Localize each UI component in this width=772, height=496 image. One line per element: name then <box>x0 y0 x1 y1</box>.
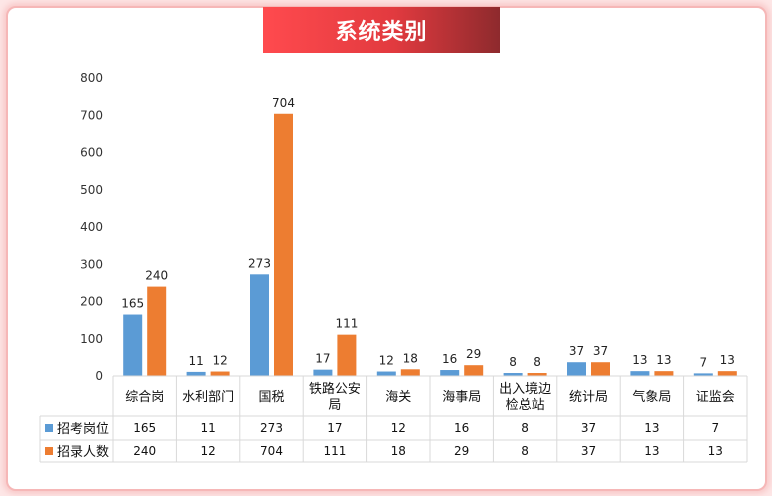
category-label: 证监会 <box>696 390 735 405</box>
bar-hires <box>654 371 674 376</box>
data-label: 704 <box>272 96 295 110</box>
legend-label: 招录人数 <box>57 445 109 460</box>
table-cell: 18 <box>391 444 406 458</box>
data-label: 13 <box>720 353 735 367</box>
table-cell: 37 <box>581 444 596 458</box>
data-label: 8 <box>533 355 541 369</box>
bar-positions <box>186 371 206 376</box>
category-label: 局 <box>328 398 341 413</box>
table-cell: 273 <box>260 421 283 435</box>
category-label: 铁路公安 <box>309 381 361 397</box>
bar-positions <box>123 314 143 376</box>
table-cell: 17 <box>327 421 342 435</box>
legend-swatch <box>45 424 53 432</box>
data-label: 13 <box>656 353 671 367</box>
y-tick-label: 200 <box>80 295 103 309</box>
category-label: 出入境边 <box>499 382 551 397</box>
category-label: 气象局 <box>632 389 671 405</box>
legend-swatch <box>45 447 53 455</box>
bar-hires <box>527 373 547 376</box>
bar-hires <box>591 362 610 376</box>
category-label: 海事局 <box>442 390 481 405</box>
data-label: 13 <box>632 353 647 367</box>
title-banner: 系统类别 <box>263 7 500 53</box>
data-label: 37 <box>569 344 584 358</box>
data-label: 165 <box>121 297 144 311</box>
data-label: 12 <box>212 354 227 368</box>
table-cell: 704 <box>260 444 283 458</box>
table-cell: 8 <box>521 444 529 458</box>
category-label: 水利部门 <box>182 390 234 405</box>
y-axis: 0 100 200 300 400 500 600 700 800 <box>80 71 103 383</box>
bar-hires <box>717 371 737 376</box>
y-tick-label: 300 <box>80 257 103 271</box>
table-cell: 12 <box>391 421 406 435</box>
bar-hires <box>337 334 357 376</box>
table-cell: 165 <box>133 421 156 435</box>
table-cell: 13 <box>708 444 723 458</box>
table-cell: 12 <box>200 444 215 458</box>
chart-title: 系统类别 <box>335 20 428 45</box>
data-label: 17 <box>315 352 330 366</box>
data-label: 18 <box>403 351 418 365</box>
legend-label: 招考岗位 <box>57 422 109 437</box>
table-cell: 13 <box>644 444 659 458</box>
data-label: 240 <box>145 269 168 283</box>
category-label: 统计局 <box>569 390 608 405</box>
table-cell: 8 <box>521 421 529 435</box>
table-cell: 37 <box>581 421 596 435</box>
data-label: 8 <box>509 355 517 369</box>
table-cell: 7 <box>711 421 719 435</box>
bar-positions <box>440 370 460 376</box>
data-label: 273 <box>248 256 271 270</box>
category-label: 综合岗 <box>125 390 164 405</box>
data-label: 16 <box>442 352 457 366</box>
bar-positions <box>567 362 586 376</box>
y-tick-label: 400 <box>80 220 103 234</box>
bar-positions <box>313 369 333 376</box>
data-label: 37 <box>593 344 608 358</box>
y-tick-label: 500 <box>80 183 103 197</box>
bar-positions <box>503 373 523 376</box>
table-cell: 11 <box>200 421 215 435</box>
y-tick-label: 700 <box>80 108 103 122</box>
y-tick-label: 0 <box>95 369 103 383</box>
category-label: 海关 <box>385 390 411 405</box>
bar-hires <box>147 286 167 376</box>
data-label: 12 <box>379 354 394 368</box>
data-label: 29 <box>466 347 481 361</box>
data-label: 7 <box>699 355 707 369</box>
chart-frame <box>6 6 767 491</box>
bar-hires <box>274 113 293 376</box>
bar-hires <box>464 365 484 376</box>
bar-positions <box>693 373 713 376</box>
bar-hires <box>210 371 230 376</box>
bar-hires <box>400 369 420 376</box>
data-label: 11 <box>188 354 203 368</box>
bar-positions <box>250 274 269 376</box>
table-cell: 13 <box>644 421 659 435</box>
category-label: 国税 <box>258 390 284 405</box>
table-cell: 29 <box>454 444 469 458</box>
y-tick-label: 600 <box>80 146 103 160</box>
y-tick-label: 800 <box>80 71 103 85</box>
y-tick-label: 100 <box>80 332 103 346</box>
bar-positions <box>630 371 650 376</box>
table-cell: 111 <box>323 444 346 458</box>
table-cell: 240 <box>133 444 156 458</box>
table-cell: 16 <box>454 421 469 435</box>
data-label: 111 <box>335 317 358 331</box>
bar-positions <box>376 371 396 376</box>
category-label: 检总站 <box>506 398 545 413</box>
